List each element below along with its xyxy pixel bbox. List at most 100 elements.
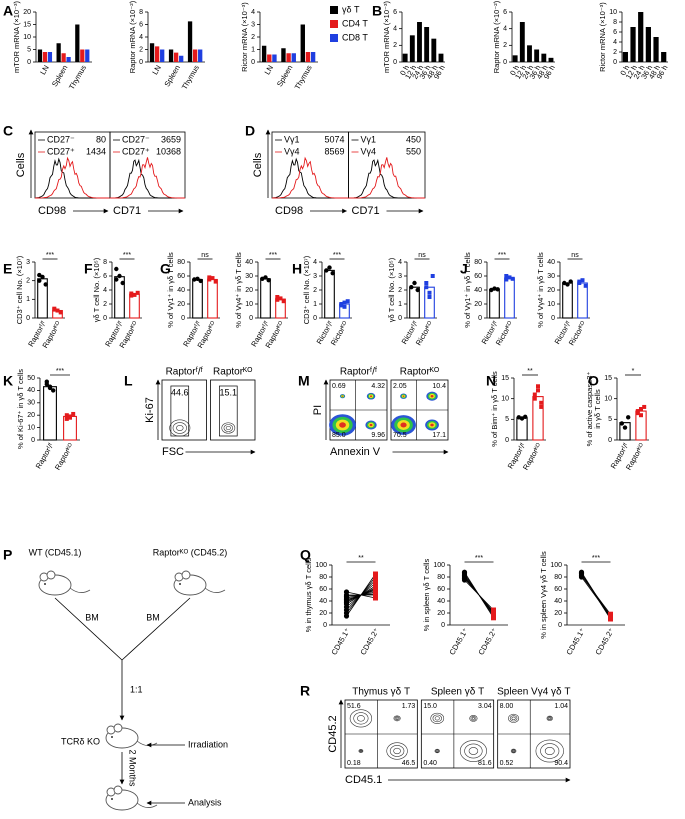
data-point bbox=[52, 307, 57, 312]
mouse-eye bbox=[179, 583, 181, 585]
bar bbox=[519, 22, 525, 62]
bar bbox=[286, 53, 291, 62]
bar bbox=[424, 27, 430, 62]
population bbox=[540, 743, 560, 759]
data-point bbox=[536, 384, 540, 389]
bar bbox=[310, 52, 316, 62]
y-tick-label: 0 bbox=[313, 315, 317, 322]
data-point bbox=[342, 300, 347, 305]
bar bbox=[261, 45, 267, 62]
population bbox=[402, 395, 405, 397]
bar bbox=[173, 52, 179, 62]
x-tick-label: Thymus bbox=[293, 63, 314, 91]
y-axis-label: γδ T cell No. (×10⁵) bbox=[92, 257, 101, 322]
data-point bbox=[207, 277, 212, 282]
data-point bbox=[58, 310, 63, 315]
y-tick-label: 20 bbox=[27, 412, 35, 419]
mean-bar bbox=[324, 269, 335, 319]
y-tick-label: 0 bbox=[251, 59, 255, 66]
y-axis-label: % of Ki-67⁺ in γδ T cells bbox=[16, 369, 25, 449]
population bbox=[172, 422, 187, 434]
gate-value: 44.6 bbox=[171, 387, 189, 397]
y-axis-label: mTOR mRNA (×10⁻³) bbox=[382, 1, 391, 73]
y-tick-label: 100 bbox=[550, 562, 562, 569]
legend-value: 5074 bbox=[324, 134, 344, 144]
y-tick-label: 4 bbox=[393, 26, 397, 33]
significance-label: ** bbox=[358, 555, 364, 562]
panel-label: B bbox=[372, 3, 382, 19]
x-tick-label: Thymus bbox=[180, 63, 201, 91]
data-point bbox=[373, 574, 378, 580]
mouse-eye bbox=[44, 583, 46, 585]
y-tick-label: 100 bbox=[315, 562, 327, 569]
data-point bbox=[117, 273, 122, 279]
population bbox=[546, 715, 553, 721]
gate bbox=[219, 385, 238, 437]
population bbox=[510, 748, 517, 754]
mean-bar bbox=[207, 278, 218, 319]
y-tick-label: 8 bbox=[139, 9, 143, 16]
y-tick-label: 8 bbox=[103, 259, 107, 266]
y-axis-label: % of Vγ4⁺ in γδ T cells bbox=[536, 252, 545, 328]
panel-label: N bbox=[486, 373, 496, 389]
panel-label: P bbox=[3, 547, 12, 563]
quadrant-value: 0.18 bbox=[347, 760, 361, 767]
data-point bbox=[622, 425, 628, 430]
population bbox=[225, 425, 231, 431]
population bbox=[469, 715, 478, 722]
y-tick-label: 15 bbox=[604, 375, 612, 382]
y-tick-label: 40 bbox=[474, 287, 482, 294]
bar bbox=[431, 38, 437, 62]
x-tick-label: CD45.2⁺ bbox=[476, 626, 499, 656]
y-axis-label: γδ T cell No. (×10⁵) bbox=[387, 257, 396, 322]
data-point bbox=[491, 607, 496, 613]
y-tick-label: 50 bbox=[27, 375, 35, 382]
panel-label: G bbox=[160, 261, 171, 277]
y-tick-label: 4 bbox=[313, 259, 317, 266]
panel-label: O bbox=[588, 373, 599, 389]
bar bbox=[149, 43, 155, 62]
mean-bar bbox=[562, 282, 573, 319]
legend-label: Vγ1 bbox=[361, 134, 377, 144]
quadrant-value: 1.73 bbox=[402, 703, 416, 710]
y-tick-label: 1 bbox=[26, 296, 30, 303]
y-tick-label: 2 bbox=[398, 287, 402, 294]
data-point bbox=[626, 415, 631, 420]
data-point bbox=[343, 593, 350, 599]
x-axis-label: FSC bbox=[162, 446, 184, 458]
population bbox=[393, 715, 401, 722]
significance-label: *** bbox=[269, 252, 277, 259]
y-tick-label: 40 bbox=[554, 598, 562, 605]
data-point bbox=[373, 595, 378, 601]
y-axis-label: PI bbox=[312, 405, 324, 415]
data-point bbox=[345, 299, 350, 304]
population bbox=[434, 716, 440, 721]
mouse-tail bbox=[136, 802, 158, 808]
bar bbox=[272, 54, 277, 62]
bar bbox=[512, 55, 518, 62]
bar bbox=[47, 52, 53, 62]
panel-title: Raptorᴷᴼ bbox=[213, 367, 252, 378]
population bbox=[394, 716, 400, 721]
legend-label: CD27⁻ bbox=[47, 134, 75, 144]
data-point bbox=[461, 577, 468, 583]
data-point bbox=[504, 274, 509, 278]
y-tick-label: 10 bbox=[27, 424, 35, 431]
data-point bbox=[198, 278, 203, 284]
x-tick-label: Spleen bbox=[162, 63, 181, 88]
y-tick-label: 60 bbox=[177, 273, 185, 280]
population bbox=[512, 750, 515, 752]
data-point bbox=[639, 413, 643, 418]
pair-line bbox=[464, 579, 494, 611]
y-tick-label: 80 bbox=[554, 574, 562, 581]
bar bbox=[417, 22, 422, 62]
flow-frame bbox=[210, 379, 256, 441]
bar bbox=[645, 27, 651, 62]
data-point bbox=[373, 586, 378, 592]
quadrant-value: 9.96 bbox=[371, 432, 385, 439]
significance-label: ns bbox=[571, 252, 579, 259]
data-point bbox=[373, 583, 378, 589]
y-tick-label: 60 bbox=[319, 586, 327, 593]
population bbox=[386, 742, 408, 760]
mouse-eye bbox=[111, 736, 113, 738]
